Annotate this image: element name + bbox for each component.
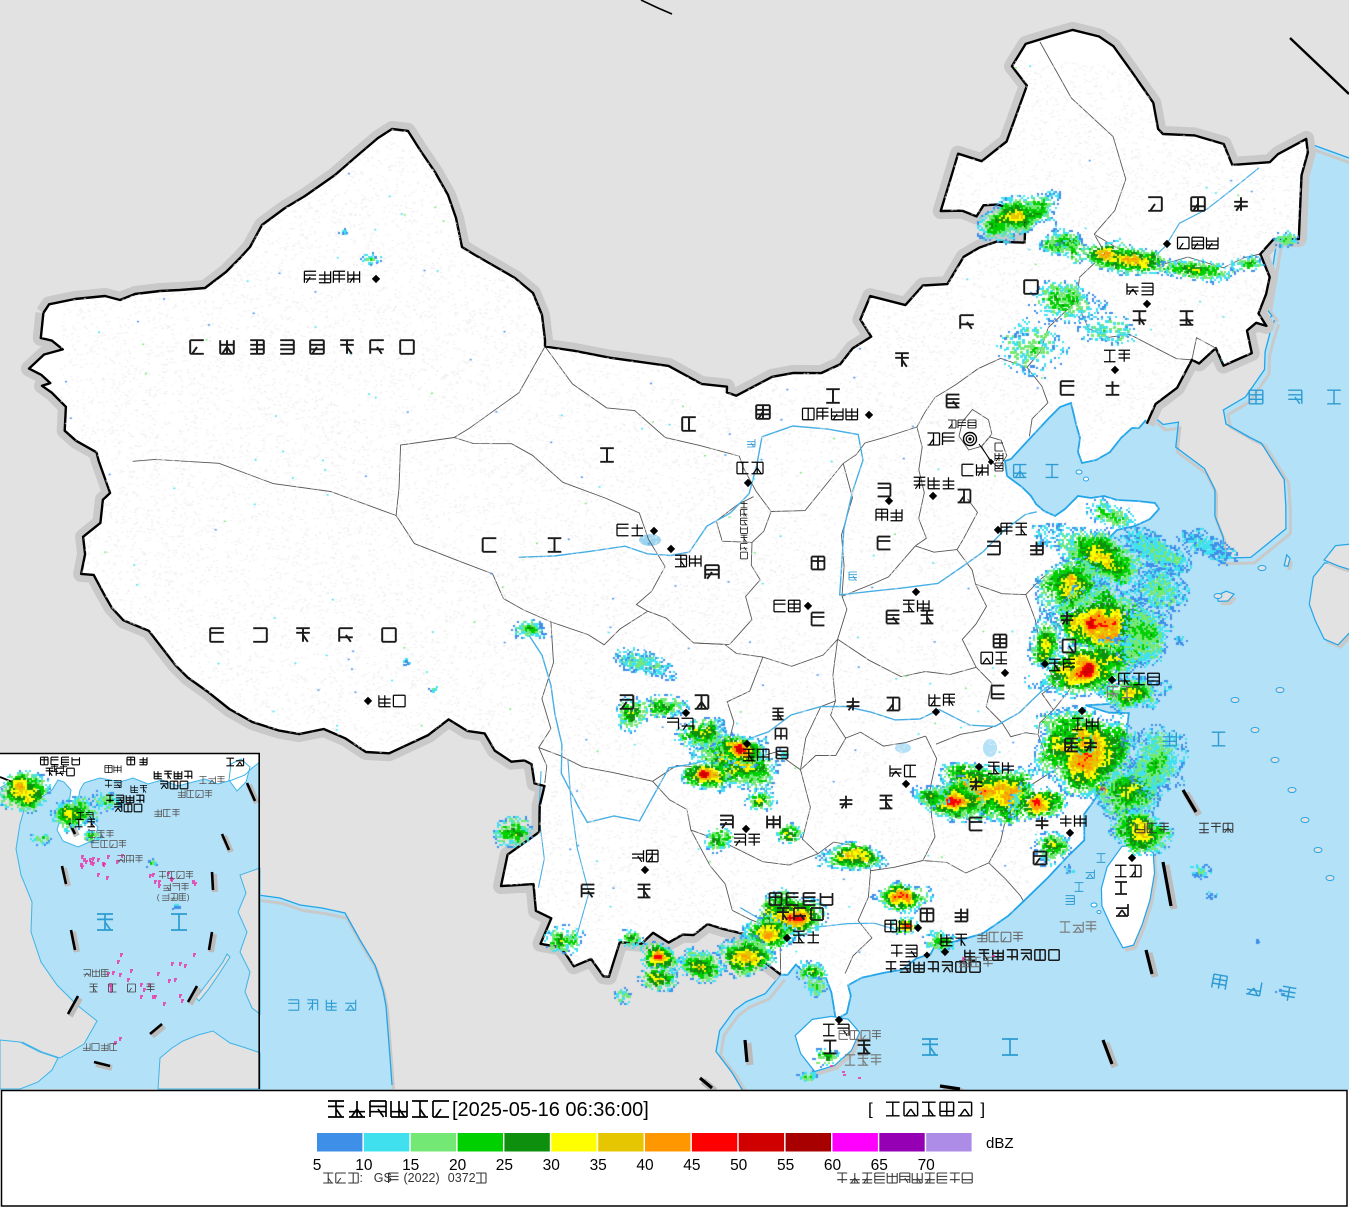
svg-text:25: 25 [496, 1157, 513, 1174]
svg-text:GS: GS [374, 1171, 392, 1185]
svg-text:[2025-05-16 06:36:00]: [2025-05-16 06:36:00] [452, 1099, 649, 1121]
svg-text:50: 50 [730, 1157, 748, 1174]
svg-text:dBZ: dBZ [986, 1135, 1014, 1152]
svg-text:60: 60 [824, 1157, 842, 1174]
svg-text:5: 5 [313, 1157, 322, 1174]
svg-text:(2022): (2022) [404, 1171, 440, 1185]
svg-text:70: 70 [918, 1157, 936, 1174]
svg-text:20: 20 [449, 1157, 467, 1174]
svg-text:65: 65 [871, 1157, 888, 1174]
svg-text:): ) [187, 892, 190, 902]
svg-text:30: 30 [543, 1157, 561, 1174]
svg-text:(: ( [157, 892, 160, 902]
svg-text:55: 55 [777, 1157, 794, 1174]
svg-text:]: ] [980, 1100, 986, 1119]
svg-text:45: 45 [683, 1157, 700, 1174]
svg-text:35: 35 [590, 1157, 607, 1174]
svg-text:[: [ [868, 1100, 874, 1119]
svg-text:10: 10 [355, 1157, 373, 1174]
svg-text:15: 15 [402, 1157, 419, 1174]
svg-text::: : [360, 1171, 363, 1185]
svg-text:0372: 0372 [448, 1171, 476, 1185]
svg-text:40: 40 [636, 1157, 654, 1174]
